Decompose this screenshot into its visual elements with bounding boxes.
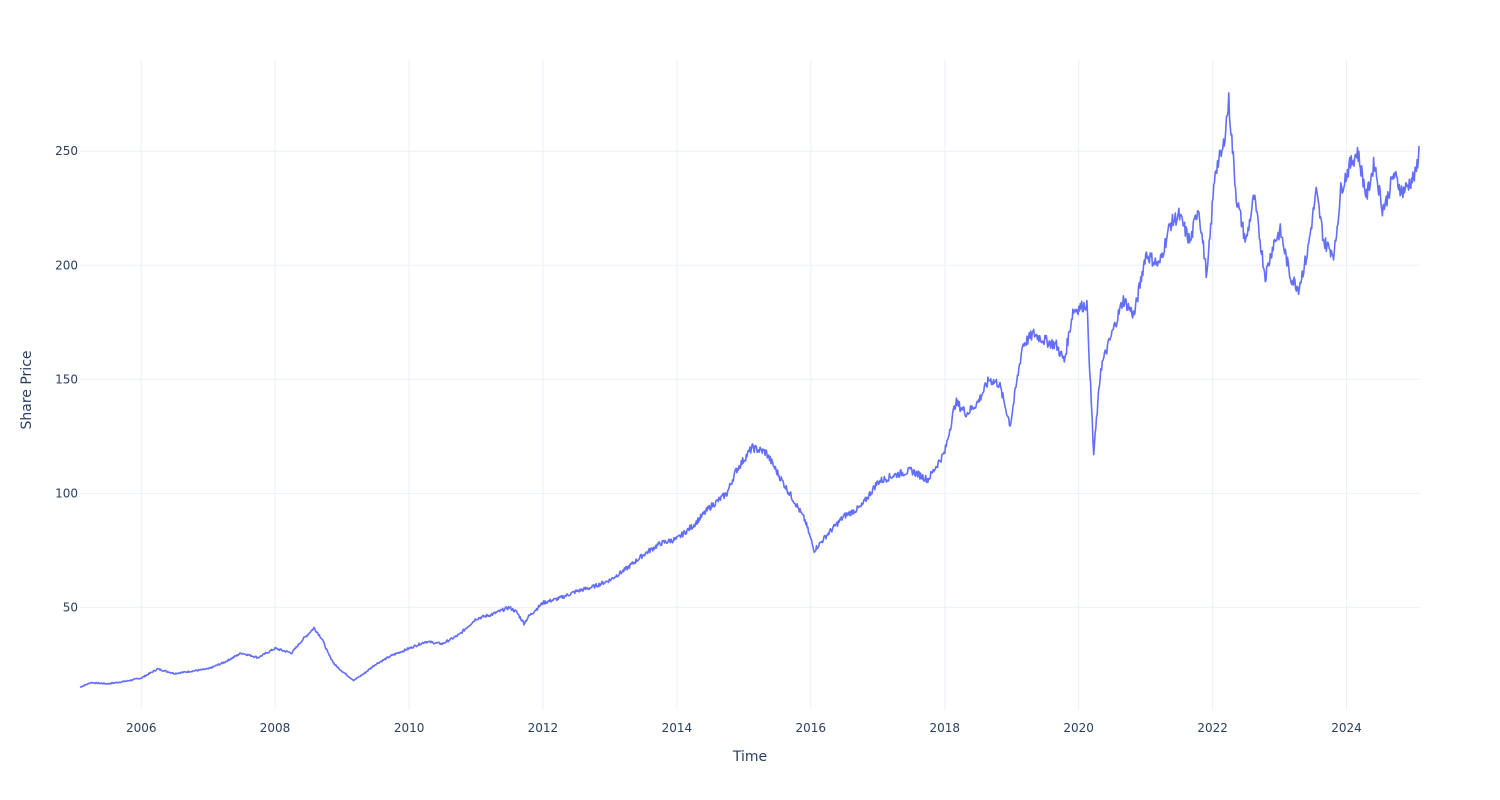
x-tick-label: 2018 (930, 721, 961, 735)
x-tick-label: 2006 (126, 721, 157, 735)
y-axis-title: Share Price (19, 350, 35, 429)
y-gridlines (80, 150, 1420, 608)
x-tick-label: 2024 (1331, 721, 1362, 735)
x-tick-label: 2020 (1063, 721, 1094, 735)
x-tick-labels: 2006 2008 2010 2012 2014 2016 2018 2020 2022 2024 (126, 721, 1362, 735)
x-tick-label: 2022 (1197, 721, 1228, 735)
y-tick-label: 250 (55, 144, 78, 158)
x-tick-label: 2012 (528, 721, 559, 735)
plot-background (80, 60, 1420, 710)
x-tick-label: 2008 (260, 721, 291, 735)
y-tick-labels: 50 100 150 200 250 (55, 144, 78, 614)
share-price-line (79, 92, 1420, 688)
y-tick-label: 200 (55, 258, 78, 272)
x-tick-label: 2010 (394, 721, 425, 735)
x-gridlines (140, 60, 1347, 710)
y-tick-label: 150 (55, 372, 78, 386)
y-tick-label: 50 (63, 600, 78, 614)
x-tick-label: 2016 (796, 721, 827, 735)
y-tick-label: 100 (55, 486, 78, 500)
x-tick-label: 2014 (662, 721, 693, 735)
x-axis-title: Time (732, 749, 767, 765)
